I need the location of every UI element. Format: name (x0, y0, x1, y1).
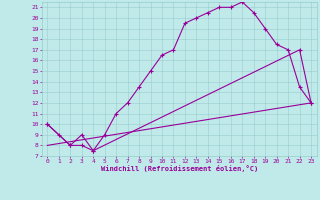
X-axis label: Windchill (Refroidissement éolien,°C): Windchill (Refroidissement éolien,°C) (100, 165, 258, 172)
